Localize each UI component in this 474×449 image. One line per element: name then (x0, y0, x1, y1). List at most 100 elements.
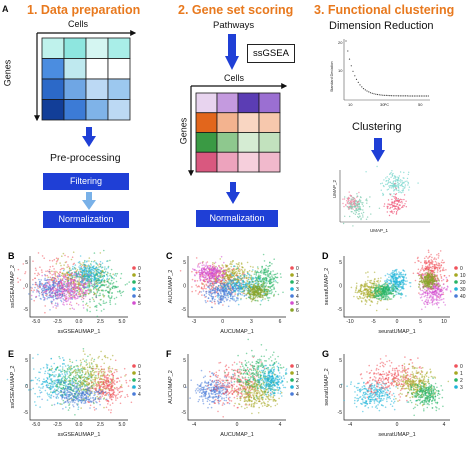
legend-label: 3 (460, 385, 463, 391)
x-tick-label: 0.0 (76, 319, 83, 325)
svg-text:30: 30 (380, 102, 385, 107)
legend-label: 3 (296, 385, 299, 391)
scatter-points (16, 249, 130, 318)
legend-label: 1 (296, 371, 299, 377)
x-axis-label: seuratUMAP_1 (378, 329, 415, 335)
normalization-box-step1: Normalization (43, 211, 129, 228)
step2-down-arrow-1 (225, 34, 239, 70)
scatter-points (185, 338, 298, 418)
legend-swatch (132, 266, 136, 270)
step3-title: 3. Functional clustering (314, 3, 455, 17)
legend-label: 0 (460, 266, 463, 272)
legend-swatch (454, 273, 458, 277)
step1-title: 1. Data preparation (27, 3, 141, 17)
legend-swatch (454, 371, 458, 375)
y-tick-label: 5 (339, 358, 342, 364)
x-tick-label: -4 (348, 422, 353, 428)
step3-down-arrow (371, 138, 385, 162)
x-tick-label: 5.0 (119, 422, 126, 428)
x-tick-label: -5.0 (32, 422, 41, 428)
legend-label: 2 (460, 378, 463, 384)
umap-panel-e: E -5.0 -2.5 0.0 2.5 5.0 5 0 -5 ssGSEAUMAP_1 ssGSEA… (6, 348, 141, 438)
x-tick-label: -2.5 (53, 422, 62, 428)
y-tick-label: 0 (25, 284, 28, 290)
legend-swatch (132, 378, 136, 382)
x-tick-label: -10 (346, 319, 353, 325)
legend-swatch (132, 392, 136, 396)
legend-label: 2 (138, 280, 141, 286)
legend-label: 4 (138, 294, 141, 300)
panel-letter-b: B (8, 251, 15, 261)
x-axis-label: seuratUMAP_1 (378, 432, 415, 438)
y-tick-label: -5 (338, 410, 343, 416)
x-tick-label: -4 (192, 422, 197, 428)
legend-swatch (290, 273, 294, 277)
filtering-box: Filtering (43, 173, 129, 190)
y-tick-label: -5 (182, 307, 187, 313)
axes (29, 256, 128, 318)
x-tick-label: 0.0 (76, 422, 83, 428)
y-tick-label: 0 (339, 384, 342, 390)
legend-label: 5 (296, 301, 299, 307)
legend-label: 10 (460, 273, 466, 279)
y-axis-label: AUCUMAP_2 (168, 370, 174, 404)
legend-swatch (132, 385, 136, 389)
legend-swatch (454, 294, 458, 298)
legend-swatch (132, 287, 136, 291)
mini-umap-ylabel: UMAP_2 (332, 179, 337, 198)
mini-umap-xlabel: UMAP_1 (370, 228, 389, 233)
legend-swatch (454, 364, 458, 368)
scatter-points (6, 348, 134, 416)
y-axis-label: ssGSEAUMAP_2 (10, 366, 16, 409)
axes (187, 354, 286, 421)
legend-swatch (290, 392, 294, 396)
legend-label: 1 (138, 371, 141, 377)
legend-swatch (132, 371, 136, 375)
x-tick-label: -5 (371, 319, 376, 325)
legend-label: 1 (460, 371, 463, 377)
panel-letter-f: F (166, 349, 172, 359)
axes (343, 256, 450, 318)
elbow-ylabel: Standard Deviation (330, 61, 334, 92)
axes (187, 256, 286, 318)
y-axis-label: seuratUMAP_2 (324, 368, 330, 405)
legend-swatch (454, 378, 458, 382)
x-axis-label: AUCUMAP_1 (220, 432, 254, 438)
panel-letter-g: G (322, 349, 329, 359)
legend-label: 0 (138, 364, 141, 370)
legend-label: 1 (296, 273, 299, 279)
preprocessing-label: Pre-processing (50, 152, 121, 164)
y-tick-label: -5 (24, 410, 29, 416)
x-tick-label: 4 (279, 422, 282, 428)
legend-label: 0 (296, 364, 299, 370)
y-tick-label: 5 (25, 358, 28, 364)
x-tick-label: 0 (221, 319, 224, 325)
pathway-score-matrix (195, 92, 281, 173)
step2-down-arrow-2 (226, 182, 240, 204)
y-tick-label: -5 (182, 410, 187, 416)
step2-title: 2. Gene set scoring (178, 3, 294, 17)
y-tick-label: 0 (339, 284, 342, 290)
axes (29, 354, 128, 421)
x-tick-label: -3 (192, 319, 197, 325)
legend-swatch (132, 280, 136, 284)
x-tick-label: -2.5 (53, 319, 62, 325)
ssgsea-box: ssGSEA (247, 44, 295, 63)
legend-label: 1 (138, 273, 141, 279)
panel-letter-c: C (166, 251, 173, 261)
x-tick-label: 4 (443, 422, 446, 428)
elbow-xlabel: PC (384, 103, 389, 107)
x-tick-label: 2.5 (97, 319, 104, 325)
svg-text:10: 10 (348, 102, 353, 107)
legend-label: 2 (296, 378, 299, 384)
y-tick-label: 0 (183, 284, 186, 290)
legend-swatch (290, 385, 294, 389)
pathways-label: Pathways (213, 20, 255, 31)
step1-down-arrow-1 (82, 127, 96, 147)
